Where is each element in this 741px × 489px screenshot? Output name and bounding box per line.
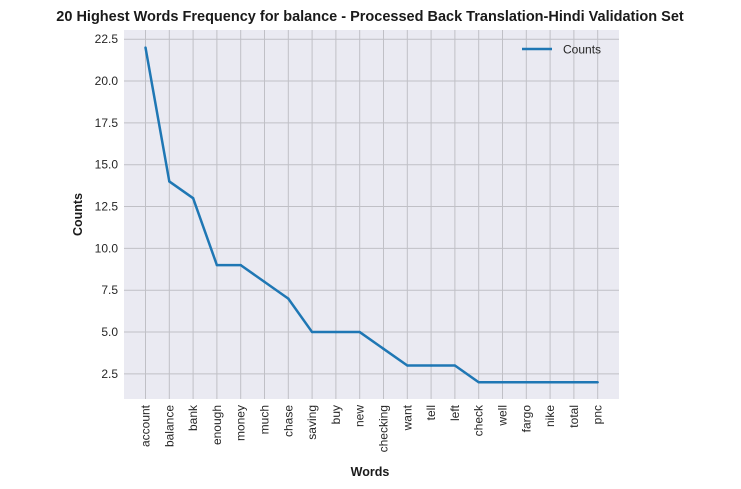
data-point-new	[358, 330, 361, 334]
data-point-fargo	[525, 381, 528, 384]
data-point-enough	[215, 263, 219, 267]
data-point-saving	[310, 330, 314, 334]
series-lines	[144, 46, 599, 384]
x-tick-label-want: want	[400, 404, 414, 431]
data-point-chase	[287, 297, 290, 300]
data-point-checking	[382, 347, 385, 350]
x-tick-label-buy: buy	[329, 405, 343, 424]
x-gridlines	[145, 30, 599, 399]
y-tick-label: 15.0	[95, 158, 119, 172]
x-tick-label-bank: bank	[186, 404, 200, 431]
data-point-money	[239, 263, 242, 267]
data-point-well	[501, 381, 504, 384]
data-point-balance	[168, 180, 171, 183]
x-tick-label-fargo: fargo	[519, 405, 533, 433]
data-point-check	[477, 381, 480, 384]
y-tick-label: 7.5	[101, 283, 118, 297]
y-tick-label: 12.5	[95, 200, 119, 214]
x-tick-label-well: well	[496, 405, 510, 427]
data-point-account	[144, 46, 147, 49]
x-tick-label-left: left	[448, 404, 462, 421]
data-point-nike	[548, 381, 552, 384]
y-tick-label: 20.0	[95, 74, 119, 88]
x-tick-label-total: total	[567, 405, 581, 428]
x-tick-labels: account balance bank enough money much chase sa…	[139, 404, 605, 452]
x-tick-label-account: account	[139, 404, 153, 447]
data-point-left	[453, 364, 457, 367]
x-tick-label-enough: enough	[210, 405, 224, 445]
x-tick-label-nike: nike	[543, 405, 557, 427]
series-line-counts	[144, 47, 598, 384]
y-tick-labels: 2.5 5.0 7.5 10.0 12.5 15.0 17.5 20.0 22.5	[95, 32, 119, 381]
legend-label-counts: Counts	[563, 43, 601, 57]
x-tick-label-check: check	[472, 404, 486, 436]
data-point-buy	[334, 330, 338, 334]
data-point-tell	[429, 364, 433, 367]
x-tick-label-much: much	[258, 405, 272, 434]
x-tick-label-money: money	[234, 405, 248, 441]
x-tick-label-saving: saving	[305, 405, 319, 440]
data-point-total	[572, 381, 576, 384]
y-tick-label: 17.5	[95, 116, 119, 130]
y-tick-label: 5.0	[101, 325, 118, 339]
x-tick-label-tell: tell	[424, 405, 438, 420]
chart-title: 20 Highest Words Frequency for balance -…	[56, 9, 684, 25]
y-tick-label: 22.5	[95, 32, 119, 46]
x-axis-label: Words	[351, 465, 390, 479]
y-gridlines	[124, 38, 619, 375]
plot-area	[124, 30, 619, 399]
x-tick-label-balance: balance	[162, 405, 176, 447]
data-point-bank	[191, 196, 195, 200]
y-tick-label: 2.5	[101, 367, 118, 381]
x-tick-label-chase: chase	[281, 405, 295, 437]
x-tick-label-checking: checking	[377, 405, 391, 452]
legend: Counts	[522, 43, 601, 57]
x-tick-label-pnc: pnc	[591, 405, 605, 424]
y-tick-label: 10.0	[95, 241, 119, 255]
y-axis-label: Counts	[71, 193, 85, 236]
data-point-want	[406, 364, 409, 367]
x-tick-label-new: new	[353, 405, 367, 427]
data-point-much	[263, 280, 266, 284]
data-point-pnc	[596, 381, 599, 384]
